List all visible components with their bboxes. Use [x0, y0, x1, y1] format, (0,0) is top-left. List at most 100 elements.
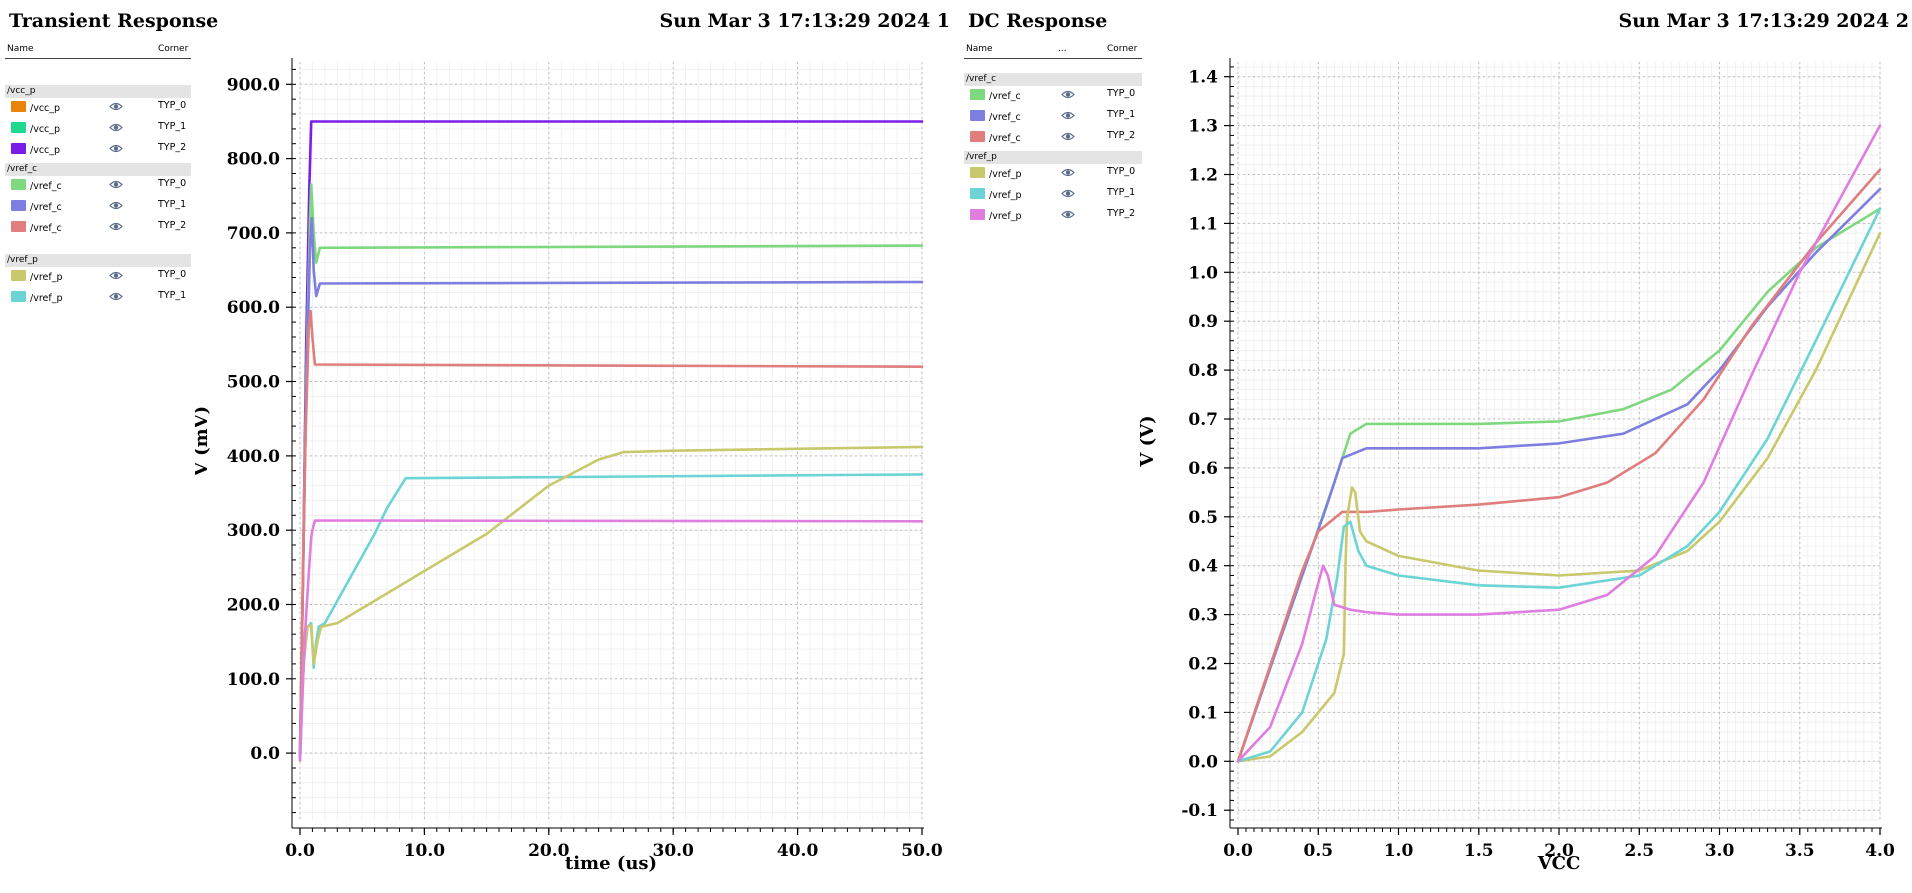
x-tick-label: 1.5: [1464, 841, 1494, 861]
y-tick-label: 0.0: [1188, 752, 1218, 772]
y-tick-label: 600.0: [227, 298, 280, 318]
legend-row[interactable]: /vref_p TYP_1: [964, 185, 1142, 206]
series-line-6: [298, 519, 924, 762]
chart-transient: 0.0 100.0 200.0 300.0 400.0 500.0 600.0 700.0 80…: [195, 58, 943, 874]
legend-corner: TYP_1: [158, 290, 187, 301]
legend-row[interactable]: /vref_c TYP_2: [964, 128, 1142, 149]
legend-signal-name: /vref_p: [30, 293, 63, 304]
y-tick-label: 900.0: [227, 75, 280, 95]
y-tick-label: 0.4: [1188, 557, 1218, 577]
legend-signal-name: /vref_c: [30, 181, 62, 192]
plot-area: [299, 62, 923, 820]
legend-signal-name: /vref_p: [989, 211, 1022, 222]
y-tick-label: 1.2: [1188, 166, 1218, 186]
legend-corner: TYP_0: [158, 178, 187, 189]
y-tick-label: 0.3: [1188, 606, 1218, 626]
eye-icon[interactable]: [109, 292, 123, 301]
legend-signal-name: /vcc_p: [30, 103, 61, 114]
panel-date-transient: Sun Mar 3 17:13:29 2024 1: [659, 10, 950, 32]
eye-icon[interactable]: [109, 180, 123, 189]
plot-area: [1237, 62, 1881, 821]
legend-swatch: [11, 291, 26, 302]
x-tick-label: 0.0: [285, 841, 315, 861]
legend-signal-name: /vcc_p: [30, 124, 61, 135]
y-tick-label: 0.8: [1188, 361, 1218, 381]
eye-icon[interactable]: [109, 144, 123, 153]
legend-row[interactable]: /vref_p TYP_0: [964, 164, 1142, 185]
x-axis-label: time (us): [565, 853, 657, 874]
series-line-3: [298, 309, 924, 755]
legend-swatch: [11, 101, 26, 112]
legend-col-corner: Corner: [1107, 44, 1138, 54]
y-tick-label: 700.0: [227, 224, 280, 244]
panel-date-dc: Sun Mar 3 17:13:29 2024 2: [1618, 10, 1909, 32]
legend-corner: TYP_0: [1107, 166, 1136, 177]
legend-row[interactable]: /vcc_p TYP_2: [5, 140, 191, 161]
y-tick-label: 0.0: [250, 744, 280, 764]
legend-corner: TYP_2: [1107, 130, 1136, 141]
y-tick-label: 400.0: [227, 447, 280, 467]
x-tick-label: 20.0: [528, 841, 570, 861]
legend-signal-name: /vref_c: [30, 223, 62, 234]
y-axis-label: V (V): [1140, 415, 1158, 467]
x-tick-label: 0.0: [1223, 841, 1253, 861]
y-axis-label: V (mV): [195, 406, 212, 477]
legend-signal-name: /vref_c: [30, 202, 62, 213]
eye-icon[interactable]: [109, 222, 123, 231]
eye-icon[interactable]: [1061, 168, 1075, 177]
legend-corner: TYP_0: [158, 269, 187, 280]
y-tick-label: -0.1: [1181, 801, 1218, 821]
legend-swatch: [11, 221, 26, 232]
y-tick-label: 0.1: [1188, 703, 1218, 723]
legend-signal-name: /vref_p: [30, 272, 63, 283]
legend-swatch: [11, 270, 26, 281]
legend-group-header: /vcc_p: [5, 85, 191, 98]
y-tick-label: 200.0: [227, 596, 280, 616]
legend-signal-name: /vref_c: [989, 112, 1021, 123]
panel-title-dc: DC Response: [968, 10, 1108, 32]
legend-row[interactable]: /vref_c TYP_1: [5, 197, 191, 218]
legend-row[interactable]: /vref_c TYP_0: [964, 86, 1142, 107]
eye-icon[interactable]: [109, 123, 123, 132]
legend-corner: TYP_1: [158, 199, 187, 210]
y-tick-label: 1.4: [1188, 68, 1218, 88]
eye-icon[interactable]: [109, 271, 123, 280]
y-tick-label: 800.0: [227, 150, 280, 170]
legend-corner: TYP_1: [1107, 109, 1136, 120]
legend-swatch: [970, 131, 985, 142]
eye-icon[interactable]: [1061, 189, 1075, 198]
legend-swatch: [11, 179, 26, 190]
chart-dc: -0.10.00.10.20.30.40.50.60.70.80.91.01.1…: [1140, 58, 1895, 874]
eye-icon[interactable]: [109, 102, 123, 111]
eye-icon[interactable]: [109, 201, 123, 210]
legend-row[interactable]: /vcc_p TYP_1: [5, 119, 191, 140]
legend-row[interactable]: /vref_p TYP_0: [5, 267, 191, 288]
legend-col-name: Name: [966, 44, 993, 54]
x-tick-label: 40.0: [777, 841, 819, 861]
legend-row[interactable]: /vref_c TYP_1: [964, 107, 1142, 128]
panel-title-transient: Transient Response: [9, 10, 219, 32]
series-line-5: [298, 445, 924, 762]
legend-corner: TYP_0: [158, 100, 187, 111]
series-line-4: [1236, 207, 1882, 763]
legend-col-corner: Corner: [158, 44, 189, 54]
legend-swatch: [970, 209, 985, 220]
eye-icon[interactable]: [1061, 210, 1075, 219]
y-tick-label: 0.6: [1188, 459, 1218, 479]
x-tick-label: 1.0: [1384, 841, 1414, 861]
legend-row[interactable]: /vref_p TYP_2: [964, 206, 1142, 227]
legend-row[interactable]: /vref_c TYP_2: [5, 218, 191, 239]
legend-corner: TYP_1: [1107, 187, 1136, 198]
eye-icon[interactable]: [1061, 132, 1075, 141]
y-tick-label: 0.9: [1188, 312, 1218, 332]
legend-row[interactable]: /vcc_p TYP_0: [5, 98, 191, 119]
legend-swatch: [970, 188, 985, 199]
legend-swatch: [970, 110, 985, 121]
eye-icon[interactable]: [1061, 90, 1075, 99]
eye-icon[interactable]: [1061, 111, 1075, 120]
legend-col-name: Name: [7, 44, 34, 54]
legend-row[interactable]: /vref_c TYP_0: [5, 176, 191, 197]
legend-row[interactable]: /vref_p TYP_1: [5, 288, 191, 309]
legend-dc: Name... Corner/vref_c/vref_c TYP_0/vref_c T…: [964, 44, 1142, 227]
legend-transient: Name Corner/vcc_p/vcc_p TYP_0/vcc_p TYP_1/v…: [5, 44, 191, 309]
